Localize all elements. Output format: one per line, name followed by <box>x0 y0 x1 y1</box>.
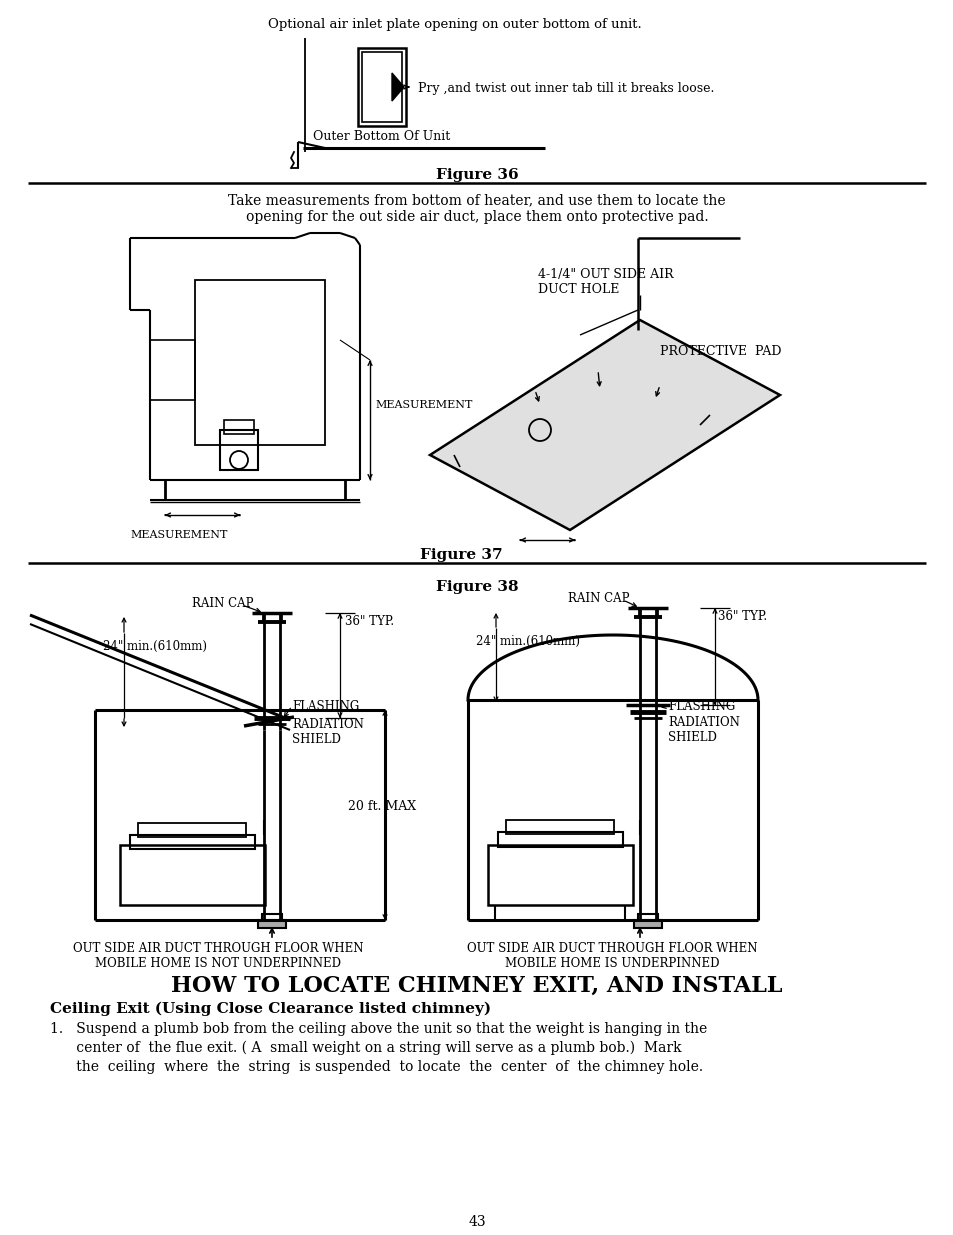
Text: center of  the flue exit. ( A  small weight on a string will serve as a plumb bo: center of the flue exit. ( A small weigh… <box>50 1041 680 1056</box>
Bar <box>120 845 265 905</box>
Bar <box>357 48 406 126</box>
Text: 1.   Suspend a plumb bob from the ceiling above the unit so that the weight is h: 1. Suspend a plumb bob from the ceiling … <box>50 1023 706 1036</box>
Polygon shape <box>392 73 403 101</box>
Text: RAIN CAP: RAIN CAP <box>192 597 253 610</box>
Bar <box>505 820 614 834</box>
Text: the  ceiling  where  the  string  is suspended  to locate  the  center  of  the : the ceiling where the string is suspende… <box>50 1060 702 1074</box>
Text: 36" TYP.: 36" TYP. <box>718 610 766 622</box>
Text: Take measurements from bottom of heater, and use them to locate the: Take measurements from bottom of heater,… <box>228 193 725 207</box>
Text: MEASUREMENT: MEASUREMENT <box>130 530 227 540</box>
Text: FLASHING: FLASHING <box>667 700 735 713</box>
Text: Figure 38: Figure 38 <box>436 580 517 594</box>
Text: 43: 43 <box>468 1215 485 1229</box>
Text: Figure 36: Figure 36 <box>436 168 517 182</box>
Text: Optional air inlet plate opening on outer bottom of unit.: Optional air inlet plate opening on oute… <box>268 19 641 31</box>
Text: 24" min.(610mm): 24" min.(610mm) <box>103 640 207 653</box>
Bar <box>262 914 282 924</box>
Bar <box>638 914 658 924</box>
Text: 36" TYP.: 36" TYP. <box>345 615 394 629</box>
Text: PROTECTIVE  PAD: PROTECTIVE PAD <box>659 345 781 358</box>
Text: Pry ,and twist out inner tab till it breaks loose.: Pry ,and twist out inner tab till it bre… <box>417 82 714 95</box>
Bar <box>497 832 622 847</box>
Text: Figure 37: Figure 37 <box>419 548 502 562</box>
Bar <box>257 920 286 927</box>
Bar <box>220 430 257 471</box>
Text: FLASHING: FLASHING <box>292 700 359 713</box>
Bar <box>224 420 253 433</box>
Bar <box>150 340 194 400</box>
Bar <box>361 52 401 122</box>
Bar <box>138 823 246 837</box>
Bar <box>130 835 254 848</box>
Bar <box>634 920 661 927</box>
Text: Outer Bottom Of Unit: Outer Bottom Of Unit <box>313 130 450 143</box>
Text: RAIN CAP: RAIN CAP <box>567 592 629 605</box>
Text: opening for the out side air duct, place them onto protective pad.: opening for the out side air duct, place… <box>246 210 707 224</box>
Text: 20 ft. MAX: 20 ft. MAX <box>348 800 416 813</box>
Text: OUT SIDE AIR DUCT THROUGH FLOOR WHEN
MOBILE HOME IS NOT UNDERPINNED: OUT SIDE AIR DUCT THROUGH FLOOR WHEN MOB… <box>72 942 363 969</box>
Text: HOW TO LOCATE CHIMNEY EXIT, AND INSTALL: HOW TO LOCATE CHIMNEY EXIT, AND INSTALL <box>172 974 781 997</box>
Bar <box>194 280 325 445</box>
Text: OUT SIDE AIR DUCT THROUGH FLOOR WHEN
MOBILE HOME IS UNDERPINNED: OUT SIDE AIR DUCT THROUGH FLOOR WHEN MOB… <box>466 942 757 969</box>
Bar <box>488 845 633 905</box>
Text: RADIATION
SHIELD: RADIATION SHIELD <box>292 718 363 746</box>
Text: 4-1/4" OUT SIDE AIR
DUCT HOLE: 4-1/4" OUT SIDE AIR DUCT HOLE <box>537 268 673 296</box>
Polygon shape <box>430 320 780 530</box>
Text: 24" min.(610mm): 24" min.(610mm) <box>476 635 579 648</box>
Text: MEASUREMENT: MEASUREMENT <box>375 400 472 410</box>
Text: Ceiling Exit (Using Close Clearance listed chimney): Ceiling Exit (Using Close Clearance list… <box>50 1002 491 1016</box>
Text: RADIATION
SHIELD: RADIATION SHIELD <box>667 716 740 743</box>
